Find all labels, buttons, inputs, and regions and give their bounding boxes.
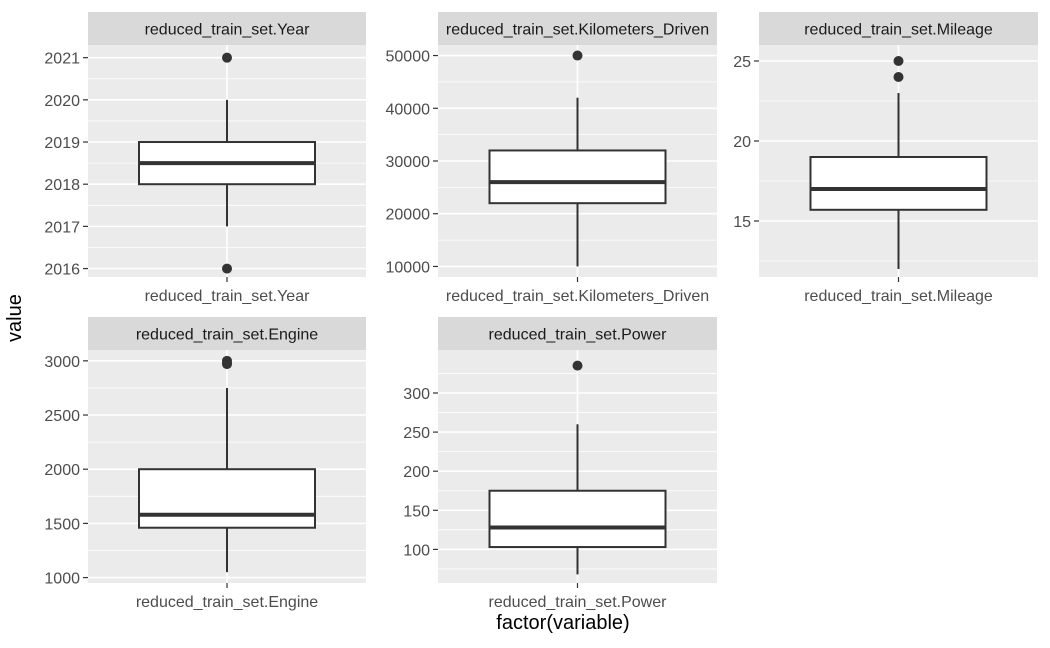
outlier-point [222,263,232,274]
facet-strip-label: reduced_train_set.Year [145,22,311,39]
x-tick-label: reduced_train_set.Mileage [804,288,993,305]
facet-strip [438,317,717,350]
y-tick-label: 150 [403,503,430,520]
y-tick-label: 50000 [386,49,431,66]
facet-strip [438,12,717,45]
y-tick-label: 15 [733,214,751,231]
y-tick-label: 250 [403,425,430,442]
y-tick-label: 20000 [386,207,431,224]
y-tick-label: 2019 [44,135,80,152]
box-iqr [809,156,988,211]
x-axis-title: factor(variable) [496,612,630,634]
facet-strip [759,12,1038,45]
x-tick-label: reduced_train_set.Year [145,288,311,305]
x-tick-label: reduced_train_set.Kilometers_Driven [446,288,709,305]
y-tick-label: 300 [403,386,430,403]
y-tick-label: 200 [403,464,430,481]
facet-strip-label: reduced_train_set.Kilometers_Driven [446,22,709,39]
y-axis-title: value [4,294,26,342]
outlier-point [572,50,583,61]
y-tick-label: 20 [733,134,751,151]
facet-panel: reduced_train_set.Year 2016 2017 2018 2019 20… [44,12,366,305]
y-tick-label: 10000 [386,259,431,276]
facet-panel: reduced_train_set.Kilometers_Driven 10000… [386,12,717,305]
facet-strip [88,12,366,45]
facet-panel: reduced_train_set.Mileage 15 20 25 reduced_t… [733,12,1038,305]
y-tick-label: 1500 [44,516,80,533]
y-tick-label: 3000 [44,354,80,371]
facet-strip-label: reduced_train_set.Power [489,327,668,344]
y-tick-label: 30000 [386,154,431,171]
y-tick-label: 2018 [44,177,80,194]
x-tick-label: reduced_train_set.Engine [136,594,318,611]
y-tick-label: 2016 [44,262,80,279]
facet-panel: reduced_train_set.Engine 1000 1500 2000 2500… [44,317,366,611]
y-tick-label: 100 [403,542,430,559]
box-iqr [488,489,667,549]
y-tick-label: 40000 [386,101,431,118]
outlier-point [222,52,232,63]
y-tick-label: 1000 [44,571,80,588]
outlier-point [893,72,904,82]
box-iqr [138,468,316,529]
outlier-point [893,56,904,66]
facet-strip-label: reduced_train_set.Mileage [804,22,993,39]
facet-strip [88,317,366,350]
y-tick-label: 2017 [44,219,80,236]
x-tick-label: reduced_train_set.Power [489,594,668,611]
outlier-point [572,360,583,371]
box-iqr [488,149,667,205]
y-tick-label: 2500 [44,408,80,425]
outlier-point [222,359,232,370]
y-tick-label: 2020 [44,93,80,110]
facet-panel: reduced_train_set.Power 100 150 200 250 300 re… [403,317,717,611]
facet-strip-label: reduced_train_set.Engine [136,327,318,344]
y-tick-label: 2000 [44,462,80,479]
y-tick-label: 2021 [44,51,80,68]
y-tick-label: 25 [733,54,751,71]
